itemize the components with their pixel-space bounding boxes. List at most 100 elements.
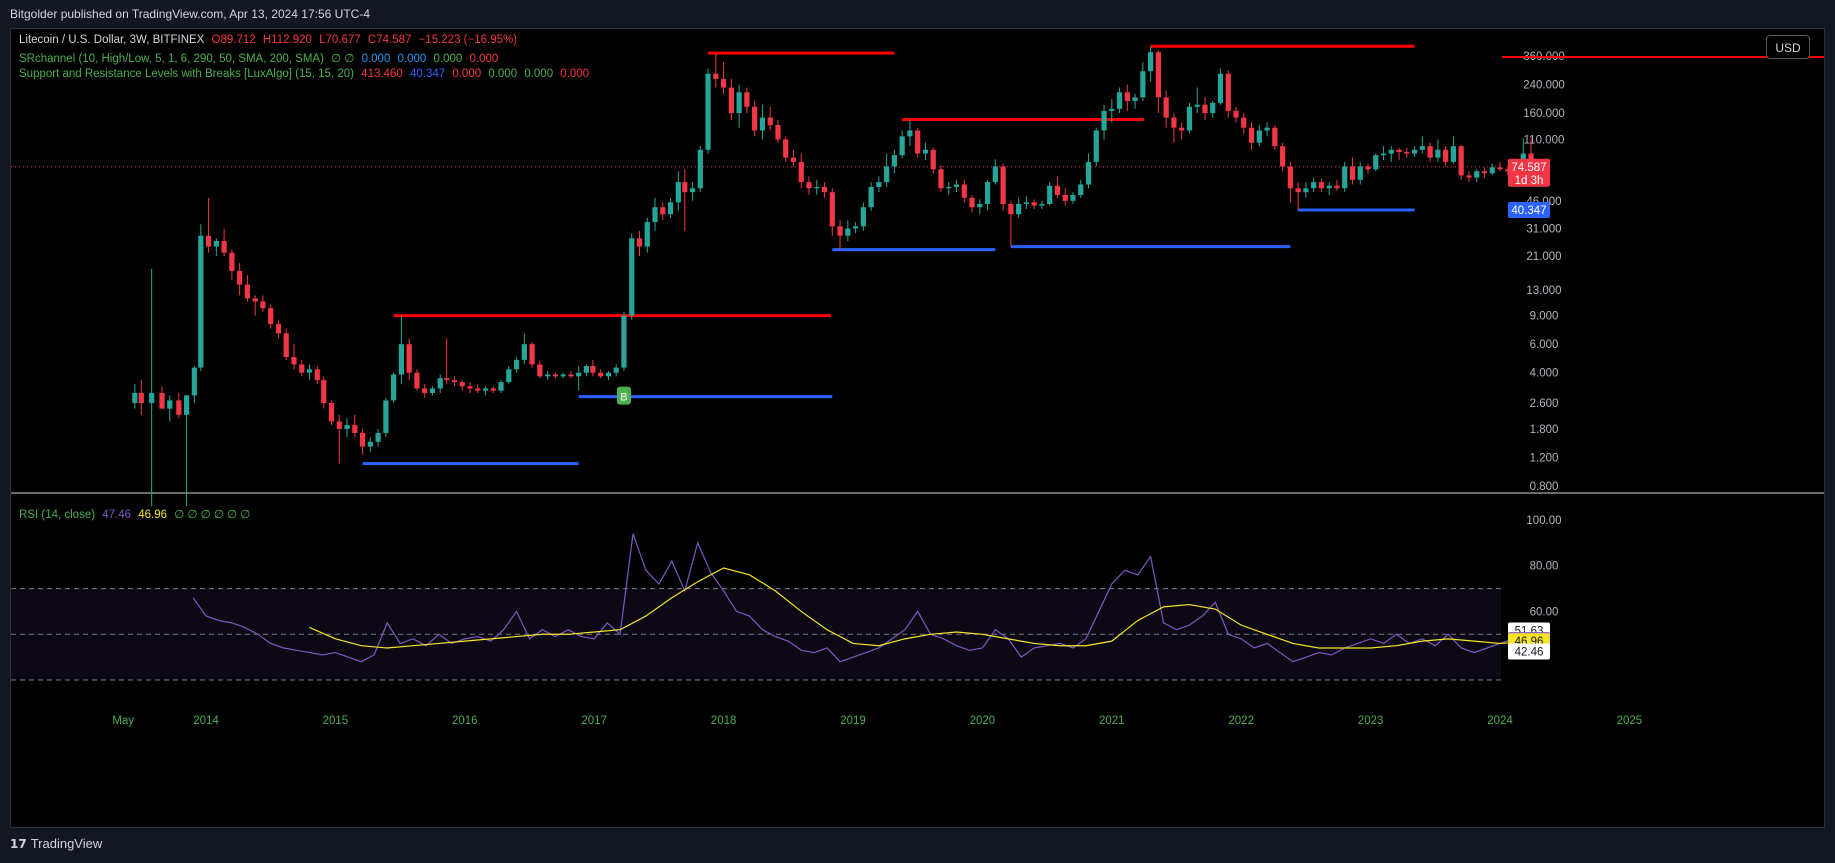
candle-body — [613, 367, 619, 373]
candle-body — [475, 388, 481, 391]
candle-body — [790, 157, 797, 162]
candle-body — [1171, 117, 1177, 128]
publisher-bar: Bitgolder published on TradingView.com, … — [0, 0, 1835, 28]
candle-body — [576, 372, 582, 377]
time-axis-tick: 2014 — [193, 715, 219, 727]
price-axis-tick: 9.000 — [1530, 311, 1559, 323]
price-axis-tick: 240.000 — [1523, 80, 1565, 92]
candle-body — [829, 192, 835, 227]
candle-body — [1124, 92, 1130, 101]
time-axis-tick: 2025 — [1617, 715, 1643, 727]
rsi-price-label-bg — [1508, 643, 1550, 660]
candle-body — [1116, 92, 1123, 109]
price-axis-tick: 6.000 — [1530, 339, 1559, 351]
candle-body — [229, 252, 235, 271]
candle-body — [1396, 149, 1402, 153]
luxalgo-value: 0.000 — [524, 68, 554, 80]
candle-body — [159, 392, 165, 409]
ohlc-high: H112.920 — [262, 34, 312, 46]
candle-body — [1466, 175, 1472, 178]
candle-body — [598, 372, 604, 377]
candle-body — [1334, 185, 1340, 189]
chart-container[interactable]: B 360.000 240.000 160.000 110.000 46.000 31.0… — [10, 28, 1825, 828]
candle-body — [1287, 166, 1293, 189]
currency-button[interactable]: USD — [1766, 35, 1810, 59]
price-axis-tick: 160.000 — [1523, 108, 1565, 120]
candle-body — [237, 270, 243, 285]
candle-body — [961, 184, 967, 198]
publisher-text: Bitgolder published on TradingView.com, … — [10, 7, 370, 21]
candle-body — [138, 392, 144, 404]
time-axis-tick: May — [112, 715, 134, 727]
candle-body — [682, 182, 688, 193]
luxalgo-value: 40.347 — [409, 68, 446, 80]
candle-body — [1481, 171, 1488, 174]
candle-body — [1047, 185, 1053, 204]
candle-body — [1008, 203, 1014, 215]
candle-body — [1450, 146, 1457, 162]
rsi-ma-line — [309, 567, 1533, 649]
ohlc-open: O89.712 — [211, 34, 256, 46]
candle-body — [552, 374, 558, 377]
candle-body — [422, 388, 428, 393]
rsi-legend[interactable]: RSI (14, close) 47.46 46.96 ∅ ∅ ∅ ∅ ∅ ∅ — [19, 507, 254, 521]
candle-body — [398, 344, 404, 375]
candle-body — [759, 117, 766, 131]
candle-body — [953, 184, 960, 187]
rsi-line — [192, 533, 1533, 663]
time-axis-tick: 2022 — [1228, 715, 1254, 727]
candle-body — [1326, 185, 1332, 189]
srchannel-value: 0.000 — [469, 53, 499, 65]
candle-body — [1497, 167, 1503, 170]
candle-body — [260, 301, 266, 309]
candle-body — [183, 395, 190, 415]
candle-body — [521, 344, 527, 360]
support-price-label-bg — [1508, 202, 1550, 219]
rsi-price-label: 42.46 — [1515, 647, 1544, 659]
candle-body — [1062, 194, 1068, 201]
tradingview-brand[interactable]: 17 TradingView — [10, 836, 102, 851]
candle-body — [244, 284, 251, 299]
ohlc-low: L70.677 — [319, 34, 361, 46]
candle-body — [1000, 166, 1006, 204]
candle-body — [775, 125, 781, 140]
candle-body — [367, 441, 373, 447]
candle-body — [621, 315, 627, 368]
rsi-axis-tick: 100.00 — [1526, 515, 1561, 527]
candle-body — [1505, 169, 1511, 172]
candle-body — [852, 226, 859, 229]
candle-body — [406, 344, 412, 373]
candle-body — [1427, 146, 1433, 158]
time-axis-tick: 2018 — [711, 715, 737, 727]
candle-body — [689, 188, 696, 193]
candle-body — [868, 186, 874, 208]
candle-body — [1272, 127, 1278, 147]
candle-body — [132, 392, 138, 404]
chart-canvas[interactable]: B 360.000240.000160.000110.00046.00031.0… — [11, 29, 1824, 827]
candle-body — [306, 369, 313, 373]
candle-body — [291, 357, 297, 365]
candle-body — [1248, 127, 1255, 143]
candle-body — [205, 235, 212, 247]
candle-body — [1349, 166, 1356, 180]
candle-body — [767, 117, 773, 126]
price-axis-tick: 31.000 — [1526, 224, 1561, 236]
ohlc-change: −15.223 (−16.95%) — [418, 34, 518, 46]
price-axis-tick: 4.000 — [1530, 368, 1559, 380]
luxalgo-legend[interactable]: Support and Resistance Levels with Break… — [19, 68, 593, 80]
candle-body — [437, 378, 443, 389]
candle-body — [314, 369, 320, 381]
candle-body — [736, 92, 742, 114]
candle-body — [891, 155, 898, 167]
price-axis-tick: 110.000 — [1524, 134, 1565, 146]
candle-body — [1132, 97, 1138, 101]
candle-body — [636, 238, 643, 247]
srchannel-legend[interactable]: SRchannel (10, High/Low, 5, 1, 6, 290, 5… — [19, 51, 502, 65]
candle-body — [213, 240, 219, 247]
candle-body — [283, 333, 289, 358]
srchannel-title: SRchannel (10, High/Low, 5, 1, 6, 290, 5… — [19, 53, 324, 65]
candle-body — [490, 388, 496, 391]
symbol-legend[interactable]: Litecoin / U.S. Dollar, 3W, BITFINEX O89… — [19, 34, 521, 46]
candle-body — [167, 400, 173, 409]
candle-body — [899, 136, 905, 156]
